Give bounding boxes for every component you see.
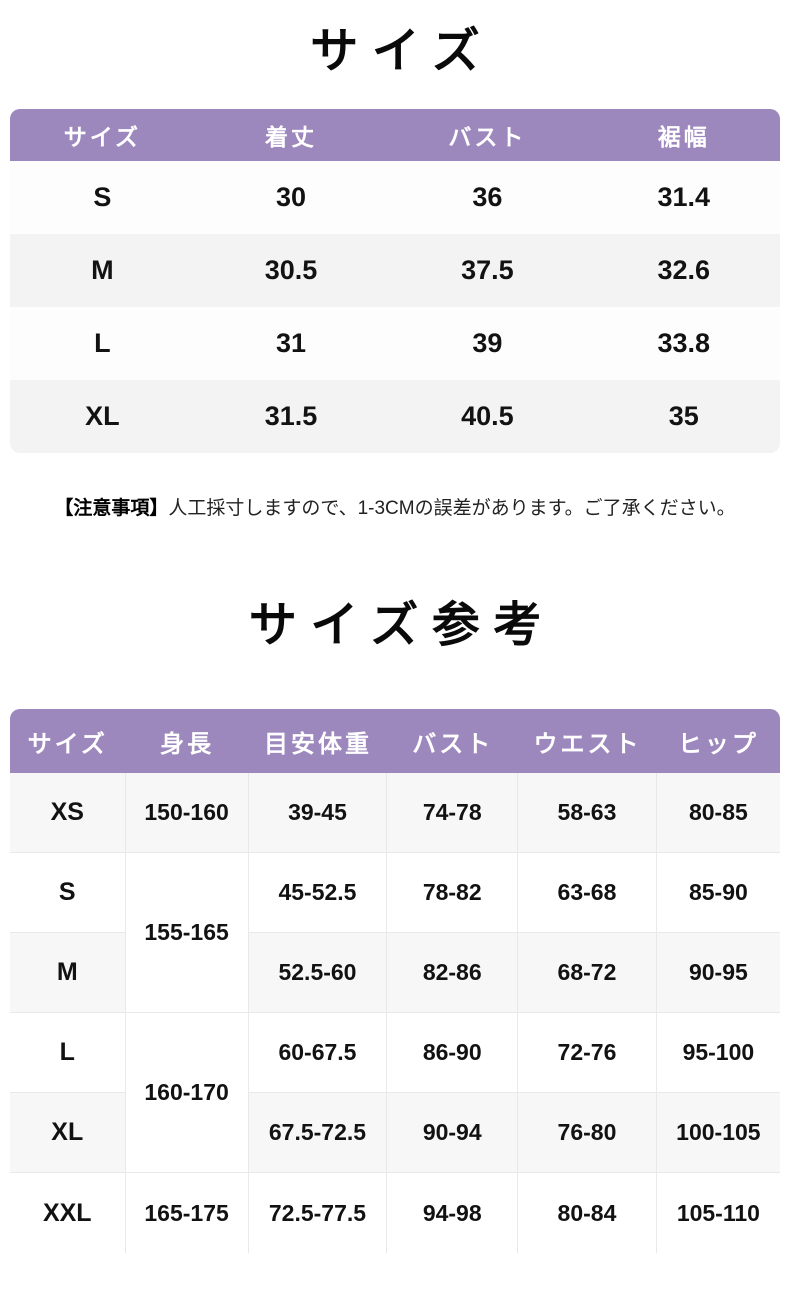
note-text: 人工採寸しますので、1-3CMの誤差があります。ご了承ください。 bbox=[168, 498, 736, 520]
size-cell: M bbox=[10, 933, 126, 1014]
garment-table-header-row: サイズ 着丈 バスト 裾幅 bbox=[10, 109, 780, 162]
body-size-reference-table: サイズ 身長 目安体重 バスト ウエスト ヒップ XS 150-160 39-4… bbox=[10, 709, 780, 1254]
table-row: S 30 36 31.4 bbox=[10, 161, 780, 235]
length-cell: 30 bbox=[194, 161, 388, 235]
size-cell: XL bbox=[10, 1093, 126, 1174]
bust-cell: 90-94 bbox=[387, 1093, 519, 1174]
hip-cell: 95-100 bbox=[656, 1013, 780, 1094]
bust-cell: 36 bbox=[387, 161, 588, 235]
height-cell-merged: 160-170 bbox=[125, 1013, 249, 1174]
col-header-hem: 裾幅 bbox=[587, 109, 780, 162]
table-row: XXL 165-175 72.5-77.5 94-98 80-84 105-11… bbox=[10, 1173, 780, 1254]
hip-cell: 85-90 bbox=[656, 853, 780, 934]
hip-cell: 90-95 bbox=[656, 933, 780, 1014]
bust-cell: 94-98 bbox=[387, 1173, 519, 1254]
length-cell: 31.5 bbox=[194, 380, 388, 454]
table-row: XL 31.5 40.5 35 bbox=[10, 380, 780, 454]
reference-table-header-row: サイズ 身長 目安体重 バスト ウエスト ヒップ bbox=[10, 709, 780, 774]
col-header-hip: ヒップ bbox=[656, 709, 780, 774]
size-cell: L bbox=[10, 1013, 126, 1094]
bust-cell: 39 bbox=[387, 307, 588, 381]
bust-cell: 78-82 bbox=[387, 853, 519, 934]
bust-cell: 40.5 bbox=[387, 380, 588, 454]
waist-cell: 58-63 bbox=[518, 773, 657, 854]
bust-cell: 74-78 bbox=[387, 773, 519, 854]
table-row: L 31 39 33.8 bbox=[10, 307, 780, 381]
size-reference-title: サイズ参考 bbox=[248, 599, 555, 653]
weight-cell: 60-67.5 bbox=[248, 1013, 388, 1094]
note-label: 【注意事項】 bbox=[54, 498, 169, 520]
waist-cell: 76-80 bbox=[518, 1093, 657, 1174]
weight-cell: 45-52.5 bbox=[248, 853, 388, 934]
hip-cell: 100-105 bbox=[656, 1093, 780, 1174]
bust-cell: 82-86 bbox=[387, 933, 519, 1014]
hem-cell: 35 bbox=[587, 380, 780, 454]
col-header-waist: ウエスト bbox=[518, 709, 657, 774]
height-cell: 165-175 bbox=[125, 1173, 249, 1254]
size-cell: XS bbox=[10, 773, 126, 854]
col-header-bust: バスト bbox=[387, 709, 519, 774]
table-row: L 160-170 60-67.5 86-90 72-76 95-100 bbox=[10, 1013, 780, 1174]
measurement-note: 【注意事項】人工採寸しますので、1-3CMの誤差があります。ご了承ください。 bbox=[10, 493, 780, 520]
col-header-size: サイズ bbox=[10, 709, 126, 774]
waist-cell: 68-72 bbox=[518, 933, 657, 1014]
col-header-height: 身長 bbox=[125, 709, 249, 774]
hem-cell: 33.8 bbox=[587, 307, 780, 381]
size-cell: S bbox=[10, 161, 195, 235]
weight-cell: 72.5-77.5 bbox=[248, 1173, 388, 1254]
waist-cell: 72-76 bbox=[518, 1013, 657, 1094]
table-row: S 155-165 45-52.5 78-82 63-68 85-90 bbox=[10, 853, 780, 1014]
size-section-title: サイズ bbox=[310, 25, 494, 78]
table-row: M 52.5-60 82-86 68-72 90-95 bbox=[10, 933, 780, 1014]
waist-cell: 80-84 bbox=[518, 1173, 657, 1254]
size-cell: XL bbox=[10, 380, 195, 454]
weight-cell: 39-45 bbox=[248, 773, 388, 854]
table-row: XL 67.5-72.5 90-94 76-80 100-105 bbox=[10, 1093, 780, 1174]
hem-cell: 31.4 bbox=[587, 161, 780, 235]
col-header-bust: バスト bbox=[387, 109, 588, 162]
hip-cell: 80-85 bbox=[656, 773, 780, 854]
length-cell: 30.5 bbox=[194, 234, 388, 308]
size-cell: S bbox=[10, 853, 126, 934]
hem-cell: 32.6 bbox=[587, 234, 780, 308]
size-cell: XXL bbox=[10, 1173, 126, 1254]
weight-cell: 52.5-60 bbox=[248, 933, 388, 1014]
height-cell: 150-160 bbox=[125, 773, 249, 854]
table-row: M 30.5 37.5 32.6 bbox=[10, 234, 780, 308]
col-header-weight: 目安体重 bbox=[248, 709, 388, 774]
garment-size-table: サイズ 着丈 バスト 裾幅 S 30 36 31.4 M 30.5 37.5 3… bbox=[10, 109, 780, 454]
waist-cell: 63-68 bbox=[518, 853, 657, 934]
size-cell: L bbox=[10, 307, 195, 381]
bust-cell: 37.5 bbox=[387, 234, 588, 308]
height-cell-merged: 155-165 bbox=[125, 853, 249, 1014]
col-header-size: サイズ bbox=[10, 109, 195, 162]
length-cell: 31 bbox=[194, 307, 388, 381]
col-header-length: 着丈 bbox=[194, 109, 388, 162]
table-row: XS 150-160 39-45 74-78 58-63 80-85 bbox=[10, 773, 780, 854]
hip-cell: 105-110 bbox=[656, 1173, 780, 1254]
size-cell: M bbox=[10, 234, 195, 308]
bust-cell: 86-90 bbox=[387, 1013, 519, 1094]
weight-cell: 67.5-72.5 bbox=[248, 1093, 388, 1174]
